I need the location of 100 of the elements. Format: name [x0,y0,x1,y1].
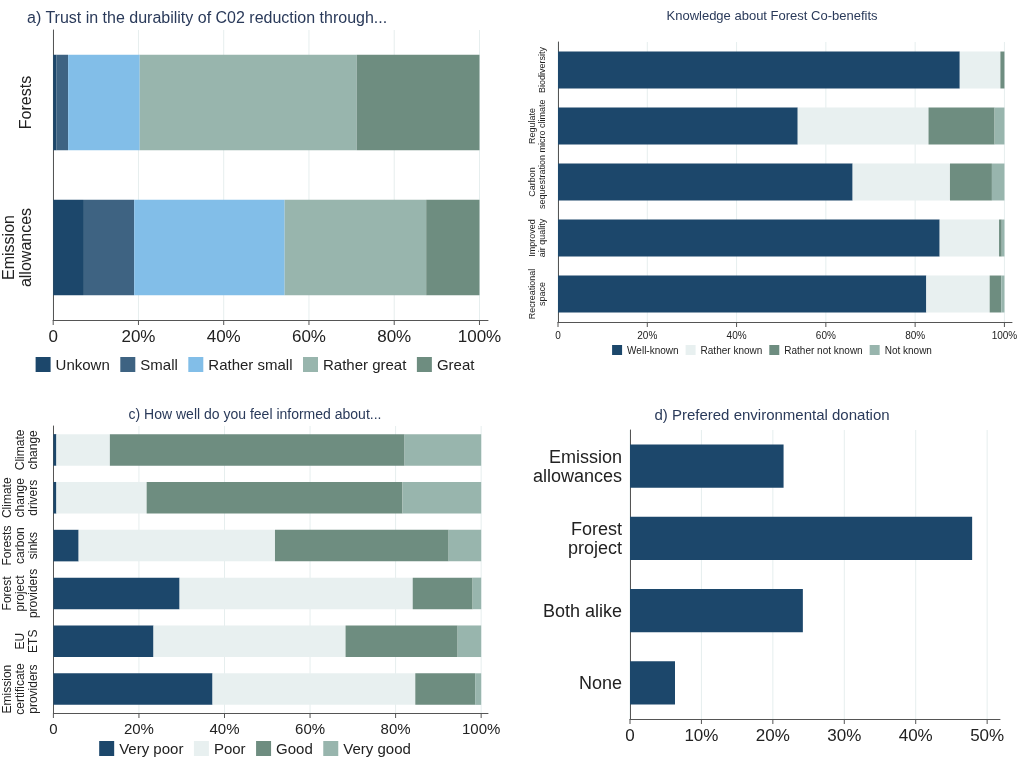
y-tick-label: Emission allowances [532,446,622,486]
bar [345,625,458,658]
bar [959,51,1001,89]
bar [415,673,476,705]
bar [558,107,798,145]
legend-label: Rather great [323,356,408,373]
bar [284,199,427,296]
chart-title: c) How well do you feel informed about... [128,406,382,422]
bar [472,577,482,610]
y-tick-label: Biodiversity [537,46,548,94]
chart-title: Knowledge about Forest Co-benefits [666,8,879,23]
bar [53,434,57,466]
bar [83,199,135,296]
bar [949,163,992,201]
y-tick-label: Forest project providers [0,568,40,619]
x-tick-label: 100% [461,720,501,737]
bar [274,529,449,562]
legend-label: Good [276,740,313,757]
legend-label: Unkown [55,356,110,373]
x-tick-label: 40% [209,720,240,737]
legend-label: Very good [343,740,411,757]
legend-label: Rather not known [784,344,863,356]
legend-label: Poor [213,740,246,757]
y-tick-label: Climate change [12,429,40,471]
y-tick-label: Emission allowances [0,207,34,288]
bar [68,54,140,151]
x-tick-label: 30% [827,726,862,745]
x-tick-label: 100% [457,327,502,346]
bar [412,577,473,610]
x-tick-label: 10% [684,726,719,745]
bar [53,625,154,658]
bar [53,54,57,151]
bar [402,481,482,514]
x-tick-label: 60% [295,720,326,737]
bar [558,219,940,257]
legend-label: Small [140,356,178,373]
bar [630,588,803,633]
x-tick-label: 0 [555,329,562,341]
x-tick-label: 60% [291,327,326,346]
x-tick-label: 40% [206,327,241,346]
bar [630,444,784,488]
bar [134,199,285,296]
bar [448,529,482,562]
legend-label: Rather known [700,344,763,356]
bar [53,199,84,296]
y-tick-label: Forests [17,75,34,130]
y-tick-label: None [578,672,622,693]
bar [109,434,405,466]
x-tick-label: 40% [898,726,933,745]
legend-label: Great [436,356,476,373]
x-tick-label: 0 [48,327,58,346]
y-tick-label: Recreational space [527,268,548,320]
bar [53,529,79,562]
y-tick-label: EU ETS [12,629,40,653]
bar [558,163,853,201]
x-tick-label: 80% [905,329,926,341]
y-tick-label: Climate change drivers [0,477,40,519]
bar [630,516,973,561]
y-tick-label: Carbon sequestration [527,154,548,210]
bar [356,54,480,151]
x-tick-label: 0 [625,726,635,745]
x-tick-label: 20% [755,726,790,745]
bar [56,434,110,466]
bar [1001,275,1005,313]
bar [558,51,960,89]
x-tick-label: 100% [991,329,1018,341]
legend-label: Very poor [119,740,184,757]
x-tick-label: 80% [380,720,411,737]
x-tick-label: 60% [815,329,836,341]
x-tick-label: 50% [970,726,1005,745]
x-tick-label: 20% [121,327,156,346]
y-tick-label: Both alike [542,600,622,621]
legend-label: Well-known [627,344,679,356]
bar [139,54,357,151]
bar [426,199,480,296]
bar [1000,51,1005,89]
y-tick-label: Forests carbon sinks [0,525,40,566]
y-tick-label: Forest project [567,518,622,558]
bar [53,673,213,705]
bar [991,163,1005,201]
x-tick-label: 0 [49,720,58,737]
x-tick-label: 40% [726,329,747,341]
bar [146,481,403,514]
x-tick-label: 20% [123,720,154,737]
legend-label: Not known [884,344,932,356]
y-tick-label: Regulate micro climate [527,99,548,153]
y-tick-label: Improved air quality [527,218,548,258]
legend-label: Rather small [208,356,293,373]
x-tick-label: 20% [637,329,658,341]
chart-title: d) Prefered environmental donation [654,406,890,423]
bar [558,275,927,313]
y-tick-label: Emission certificate providers [0,663,40,715]
bar [457,625,482,658]
bar [928,107,995,145]
bar [56,54,69,151]
bar [53,577,180,610]
x-tick-label: 80% [377,327,412,346]
bar [926,275,990,313]
bar [53,481,57,514]
bar [989,275,1002,313]
